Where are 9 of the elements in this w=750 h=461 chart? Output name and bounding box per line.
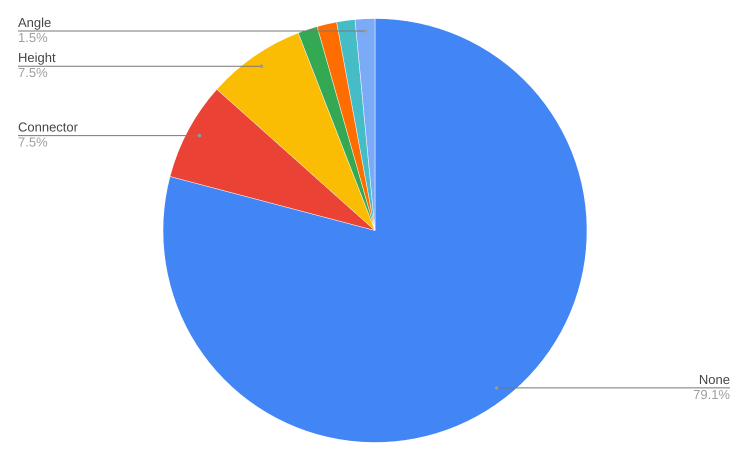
slice-label: Connector: [18, 120, 79, 135]
data-label: 7.5%: [18, 65, 48, 80]
slice-label: None: [698, 372, 730, 387]
data-label: 79.1%: [693, 386, 730, 402]
data-label: 7.5%: [18, 134, 48, 150]
pie-slice: [162, 18, 588, 443]
slice-label: Angle: [18, 14, 52, 30]
data-label: 1.5%: [18, 30, 48, 45]
slice-label: Height: [18, 50, 56, 66]
